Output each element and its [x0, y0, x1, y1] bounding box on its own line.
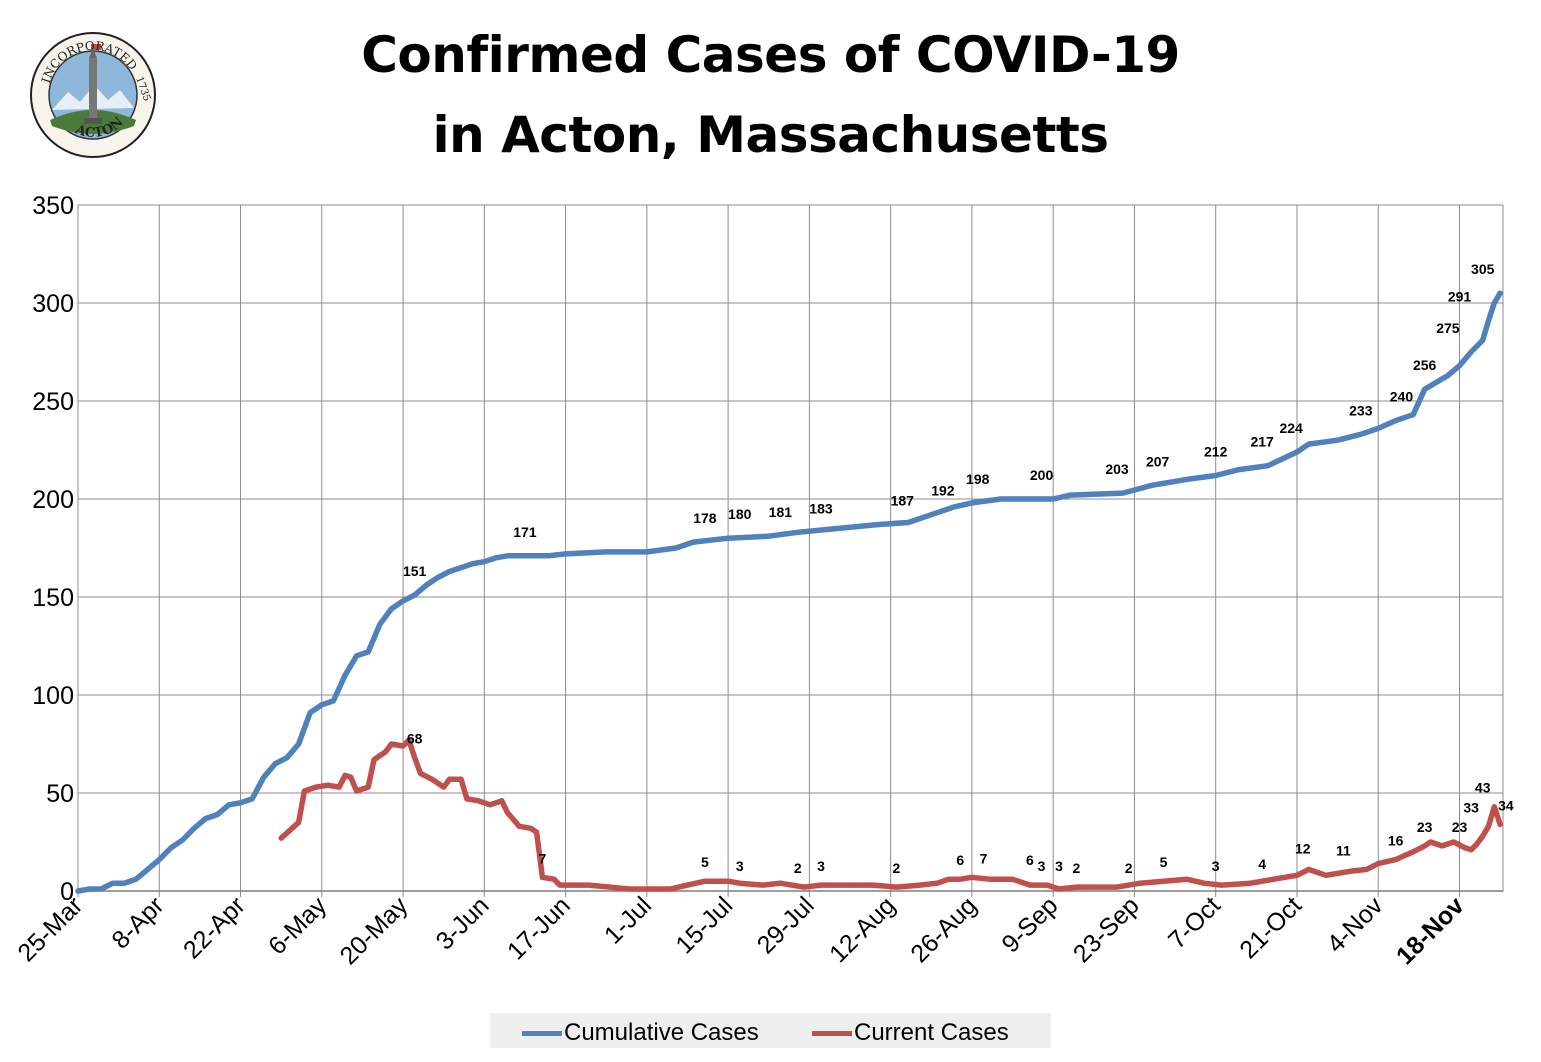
data-label-cumulative: 256	[1413, 357, 1437, 373]
legend-label-current: Current Cases	[854, 1019, 1009, 1046]
x-tick-label: 4-Nov	[1322, 891, 1389, 958]
data-label-current: 43	[1475, 780, 1491, 796]
y-tick-label: 200	[32, 486, 74, 514]
data-label-cumulative: 198	[966, 471, 990, 487]
data-label-cumulative: 217	[1250, 434, 1274, 450]
data-label-cumulative: 240	[1390, 389, 1414, 405]
data-label-current: 6	[956, 852, 964, 868]
x-tick-label: 18-Nov	[1391, 891, 1470, 970]
data-label-current: 23	[1417, 819, 1433, 835]
data-label-current: 7	[980, 850, 988, 866]
data-label-current: 16	[1388, 833, 1404, 849]
data-label-cumulative: 200	[1030, 467, 1054, 483]
x-tick-label: 23-Sep	[1068, 891, 1145, 968]
data-label-current: 23	[1452, 819, 1468, 835]
data-label-current: 3	[1212, 858, 1220, 874]
y-tick-label: 300	[32, 290, 74, 318]
legend-item-current: Current Cases	[812, 1019, 1009, 1046]
legend-item-cumulative: Cumulative Cases	[522, 1019, 759, 1046]
chart-title-line1: Confirmed Cases of COVID-19	[361, 26, 1180, 84]
data-label-current: 7	[538, 850, 546, 866]
x-tick-label: 1-Jul	[599, 891, 657, 949]
data-label-current: 6	[1026, 852, 1034, 868]
data-label-current: 4	[1258, 856, 1266, 872]
data-label-current: 3	[817, 858, 825, 874]
data-label-cumulative: 180	[728, 506, 752, 522]
data-label-cumulative: 233	[1349, 402, 1373, 418]
data-label-current: 3	[736, 858, 744, 874]
data-label-current: 2	[893, 860, 901, 876]
x-tick-label: 29-Jul	[752, 891, 820, 959]
x-tick-label: 6-May	[263, 891, 332, 960]
y-tick-label: 50	[46, 780, 74, 808]
x-tick-label: 21-Oct	[1234, 891, 1307, 964]
y-tick-label: 0	[60, 878, 74, 906]
data-label-cumulative: 178	[693, 510, 717, 526]
y-tick-label: 150	[32, 584, 74, 612]
data-label-current: 33	[1463, 799, 1479, 815]
data-label-current: 5	[1160, 854, 1168, 870]
data-label-current: 2	[794, 860, 802, 876]
data-label-cumulative: 212	[1204, 443, 1228, 459]
data-label-current: 3	[1038, 858, 1046, 874]
data-label-current: 2	[1125, 860, 1133, 876]
data-label-cumulative: 192	[931, 483, 955, 499]
x-tick-label: 12-Aug	[824, 891, 901, 968]
data-label-current: 34	[1498, 797, 1514, 813]
data-label-cumulative: 171	[513, 524, 537, 540]
data-label-cumulative: 224	[1279, 420, 1303, 436]
data-label-current: 11	[1336, 842, 1351, 858]
data-label-cumulative: 183	[809, 500, 833, 516]
data-label-cumulative: 181	[769, 504, 793, 520]
y-tick-label: 350	[32, 192, 74, 220]
data-label-current: 2	[1072, 860, 1080, 876]
data-label-current: 5	[701, 854, 709, 870]
x-tick-label: 20-May	[335, 891, 414, 970]
series-line-cumulative	[75, 290, 1503, 894]
x-tick-label: 8-Apr	[106, 891, 169, 954]
legend-swatch-cumulative	[522, 1030, 562, 1036]
data-label-cumulative: 151	[403, 563, 427, 579]
data-label-cumulative: 305	[1471, 261, 1495, 277]
x-tick-label: 25-Mar	[12, 891, 88, 967]
chart-legend: Cumulative Cases Current Cases	[490, 1013, 1051, 1048]
x-tick-label: 22-Apr	[178, 891, 251, 964]
data-label-current: 3	[1055, 858, 1063, 874]
data-label-current: 12	[1295, 840, 1311, 856]
x-tick-label: 15-Jul	[670, 891, 738, 959]
x-tick-label: 17-Jun	[502, 891, 576, 965]
x-tick-label: 7-Oct	[1163, 891, 1226, 954]
x-tick-label: 3-Jun	[431, 891, 495, 955]
x-tick-label: 26-Aug	[905, 891, 982, 968]
series-line-current	[278, 737, 1503, 892]
legend-swatch-current	[812, 1030, 852, 1036]
x-tick-label: 9-Sep	[996, 891, 1063, 958]
data-label-cumulative: 275	[1436, 320, 1460, 336]
data-label-cumulative: 187	[891, 492, 915, 508]
data-label-cumulative: 203	[1105, 461, 1129, 477]
y-tick-label: 250	[32, 388, 74, 416]
acton-seal-logo: INCORPORATED 1735 ACTON	[30, 32, 156, 158]
data-label-cumulative: 291	[1448, 289, 1472, 305]
plot-area	[77, 204, 1504, 892]
data-label-current: 68	[407, 731, 423, 747]
legend-label-cumulative: Cumulative Cases	[564, 1019, 759, 1046]
data-label-cumulative: 207	[1146, 453, 1170, 469]
chart-title-line2: in Acton, Massachusetts	[432, 106, 1109, 164]
y-tick-label: 100	[32, 682, 74, 710]
